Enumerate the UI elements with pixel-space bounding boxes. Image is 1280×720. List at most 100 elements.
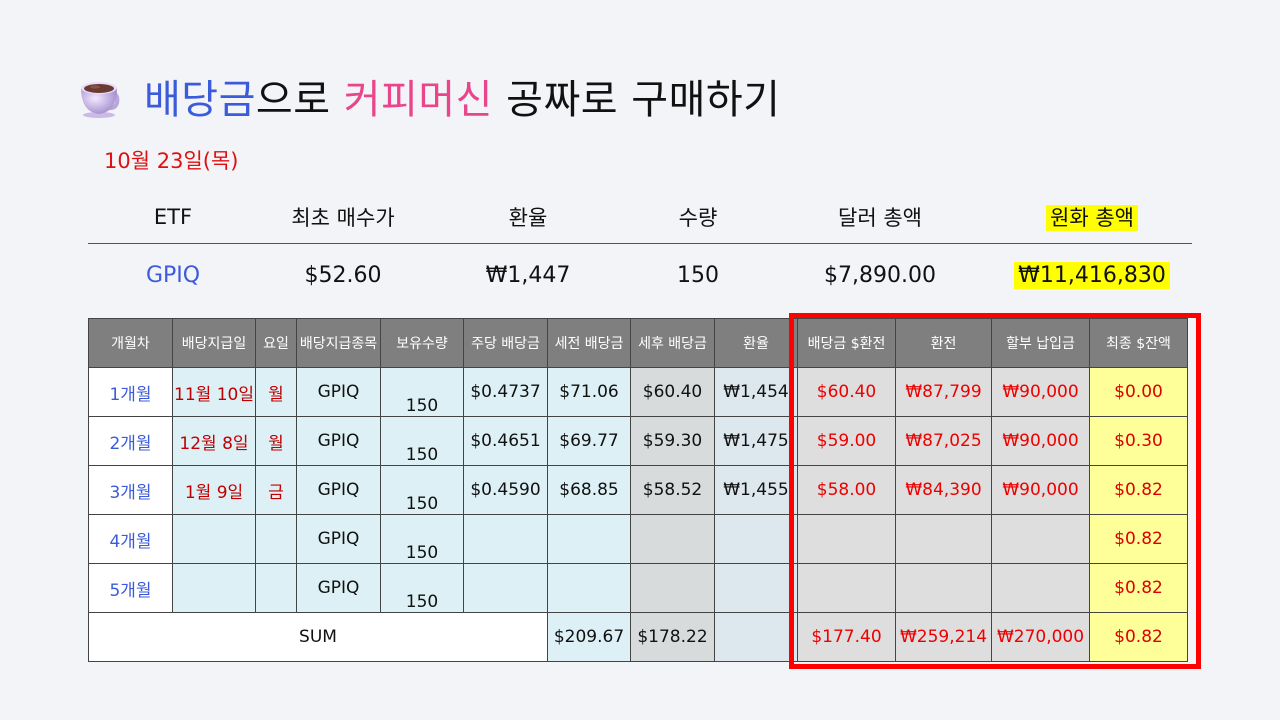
cell-month: 3개월	[88, 465, 173, 515]
cell-ticker: GPIQ	[296, 367, 381, 417]
cell-ticker: GPIQ	[296, 514, 381, 564]
table-row: 1개월 11월 10일 월 GPIQ 150 $0.4737 $71.06 $6…	[88, 367, 1188, 417]
cell-pretax: $71.06	[547, 367, 631, 417]
col-usd-exchanged: 배당금 $환전	[797, 318, 896, 368]
summary-header-initial-price: 최초 매수가	[291, 205, 395, 230]
col-pay-date: 배당지급일	[172, 318, 256, 368]
table-header-row: 개월차 배당지급일 요일 배당지급종목 보유수량 주당 배당금 세전 배당금 세…	[88, 318, 1188, 368]
cell-fx-rate: ₩1,455	[714, 465, 798, 515]
cell-krw-exchanged: ₩87,799	[895, 367, 992, 417]
summary-header-etf: ETF	[153, 204, 193, 229]
cell-final-balance: $0.82	[1089, 514, 1188, 564]
cell-installment: ₩90,000	[991, 367, 1090, 417]
cell-pay-date	[172, 563, 256, 613]
col-krw-exchanged: 환전	[895, 318, 992, 368]
summary-fx-rate-value: ₩1,447	[485, 262, 571, 288]
cell-aftertax: $58.52	[630, 465, 715, 515]
cell-quantity: 150	[380, 563, 464, 613]
date-label: 10월 23일(목)	[104, 149, 239, 173]
cell-ticker: GPIQ	[296, 465, 381, 515]
cell-fx-rate	[714, 514, 798, 564]
summary-header-usd-total: 달러 총액	[838, 205, 922, 230]
cell-aftertax: $59.30	[630, 416, 715, 466]
cell-aftertax: $60.40	[630, 367, 715, 417]
cell-usd-exchanged	[797, 514, 896, 564]
table-row: 2개월 12월 8일 월 GPIQ 150 $0.4651 $69.77 $59…	[88, 416, 1188, 466]
summary-usd-total-value: $7,890.00	[824, 262, 936, 288]
summary-initial-price-value: $52.60	[304, 262, 382, 288]
cell-installment	[991, 514, 1090, 564]
cell-usd-exchanged	[797, 563, 896, 613]
cell-fx-rate: ₩1,454	[714, 367, 798, 417]
cell-quantity: 150	[380, 514, 464, 564]
cell-month: 5개월	[88, 563, 173, 613]
cell-pretax: $69.77	[547, 416, 631, 466]
cell-aftertax	[630, 514, 715, 564]
cell-installment: ₩90,000	[991, 416, 1090, 466]
col-pretax: 세전 배당금	[547, 318, 631, 368]
sum-installment: ₩270,000	[991, 612, 1090, 662]
cell-usd-exchanged: $59.00	[797, 416, 896, 466]
summary-header-quantity: 수량	[678, 205, 718, 230]
cell-final-balance: $0.30	[1089, 416, 1188, 466]
cell-month: 4개월	[88, 514, 173, 564]
sum-label: SUM	[88, 612, 548, 662]
cell-month: 1개월	[88, 367, 173, 417]
col-aftertax: 세후 배당금	[630, 318, 715, 368]
col-month: 개월차	[88, 318, 173, 368]
cell-per-share: $0.4590	[463, 465, 548, 515]
cell-weekday: 월	[255, 367, 297, 417]
cell-krw-exchanged: ₩87,025	[895, 416, 992, 466]
cell-fx-rate: ₩1,475	[714, 416, 798, 466]
sum-row: SUM $209.67 $178.22 $177.40 ₩259,214 ₩27…	[88, 612, 1188, 662]
title-part-4: 공짜로 구매하기	[492, 77, 781, 123]
col-installment: 할부 납입금	[991, 318, 1090, 368]
cell-quantity: 150	[380, 465, 464, 515]
sum-final-balance: $0.82	[1089, 612, 1188, 662]
title-part-dividend: 배당금	[144, 77, 256, 123]
sum-usd-exchanged: $177.40	[797, 612, 896, 662]
cell-pretax	[547, 563, 631, 613]
cell-pay-date: 11월 10일	[172, 367, 256, 417]
cell-final-balance: $0.00	[1089, 367, 1188, 417]
col-fx-rate: 환율	[714, 318, 798, 368]
krw-total-header-highlight: 원화 총액	[1046, 204, 1138, 231]
title-part-coffee-machine: 커피머신	[343, 77, 493, 123]
cell-weekday	[255, 514, 297, 564]
summary-header-row: ETF 최초 매수가 환율 수량 달러 총액 원화 총액	[88, 190, 1192, 244]
cell-krw-exchanged	[895, 514, 992, 564]
cell-weekday	[255, 563, 297, 613]
col-weekday: 요일	[255, 318, 297, 368]
cell-usd-exchanged: $58.00	[797, 465, 896, 515]
table-row: 4개월 GPIQ 150 $0.82	[88, 514, 1188, 564]
cell-usd-exchanged: $60.40	[797, 367, 896, 417]
table-row: 5개월 GPIQ 150 $0.82	[88, 563, 1188, 613]
sum-fx-rate-empty	[714, 612, 798, 662]
col-final-balance: 최종 $잔액	[1089, 318, 1188, 368]
cell-quantity: 150	[380, 416, 464, 466]
dividend-schedule-table: 개월차 배당지급일 요일 배당지급종목 보유수량 주당 배당금 세전 배당금 세…	[88, 318, 1188, 662]
cell-pretax: $68.85	[547, 465, 631, 515]
cell-fx-rate	[714, 563, 798, 613]
cell-pay-date: 12월 8일	[172, 416, 256, 466]
cell-pay-date: 1월 9일	[172, 465, 256, 515]
page-title: 배당금으로 커피머신 공짜로 구매하기	[144, 67, 780, 125]
summary-header-krw-total: 원화 총액	[992, 202, 1192, 232]
cell-pretax	[547, 514, 631, 564]
summary-table: ETF 최초 매수가 환율 수량 달러 총액 원화 총액 GPIQ $52.60…	[88, 190, 1192, 306]
cell-krw-exchanged: ₩84,390	[895, 465, 992, 515]
cell-ticker: GPIQ	[296, 563, 381, 613]
summary-header-fx-rate: 환율	[508, 205, 548, 230]
summary-values-row: GPIQ $52.60 ₩1,447 150 $7,890.00 ₩11,416…	[88, 244, 1192, 306]
col-per-share: 주당 배당금	[463, 318, 548, 368]
cell-weekday: 월	[255, 416, 297, 466]
summary-quantity-value: 150	[677, 262, 719, 288]
sum-pretax: $209.67	[547, 612, 631, 662]
cell-final-balance: $0.82	[1089, 465, 1188, 515]
col-quantity: 보유수량	[380, 318, 464, 368]
cell-per-share	[463, 563, 548, 613]
cell-installment	[991, 563, 1090, 613]
cell-quantity: 150	[380, 367, 464, 417]
cell-pay-date	[172, 514, 256, 564]
sum-krw-exchanged: ₩259,214	[895, 612, 992, 662]
